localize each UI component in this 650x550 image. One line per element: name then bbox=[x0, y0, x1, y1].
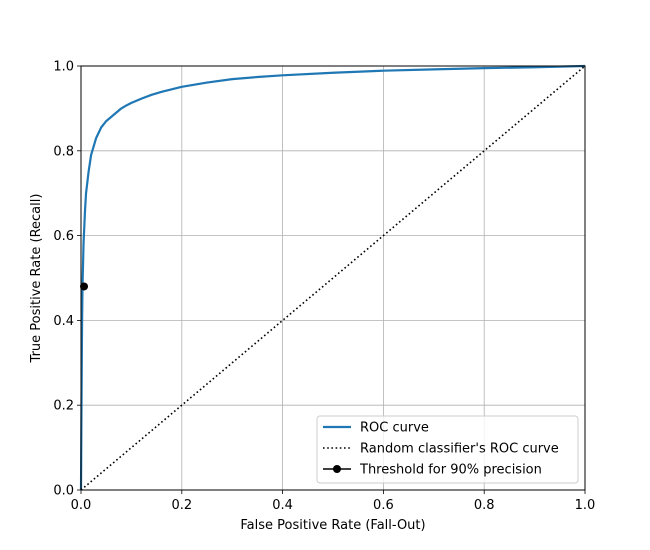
y-tick-label: 0.6 bbox=[53, 229, 74, 244]
legend-threshold-marker bbox=[333, 465, 341, 473]
y-tick-label: 0.8 bbox=[53, 144, 74, 159]
y-axis-label: True Positive Rate (Recall) bbox=[29, 194, 44, 364]
random-classifier-line bbox=[80, 65, 586, 491]
legend-box bbox=[316, 415, 579, 484]
x-tick-label: 1.0 bbox=[575, 498, 596, 513]
x-tick-label: 0.6 bbox=[373, 498, 394, 513]
x-tick-label: 0.8 bbox=[474, 498, 495, 513]
plot-data bbox=[79, 64, 586, 491]
plot-frame bbox=[80, 65, 586, 491]
y-tick-label: 0.2 bbox=[53, 399, 74, 414]
legend-roc-curve-label: ROC curve bbox=[360, 421, 429, 436]
y-tick-label: 0.0 bbox=[53, 484, 74, 499]
legend-random-classifier-label: Random classifier's ROC curve bbox=[360, 442, 559, 457]
roc-curve-line bbox=[79, 64, 586, 491]
x-tick-label: 0.2 bbox=[171, 498, 192, 513]
y-tick-label: 0.4 bbox=[53, 314, 74, 329]
legend: ROC curve Random classifier's ROC curve … bbox=[316, 415, 579, 484]
x-tick-label: 0.4 bbox=[272, 498, 293, 513]
x-tick-label: 0.0 bbox=[71, 498, 92, 513]
axis-ticks: 0.0 0.2 0.4 0.6 0.8 1.0 0.0 0.2 0.4 0.6 0.8 1.0 bbox=[53, 60, 595, 514]
x-axis-label: False Positive Rate (Fall-Out) bbox=[240, 518, 425, 533]
y-tick-label: 1.0 bbox=[53, 60, 74, 75]
threshold-marker bbox=[80, 282, 89, 291]
legend-threshold-label: Threshold for 90% precision bbox=[359, 463, 542, 478]
